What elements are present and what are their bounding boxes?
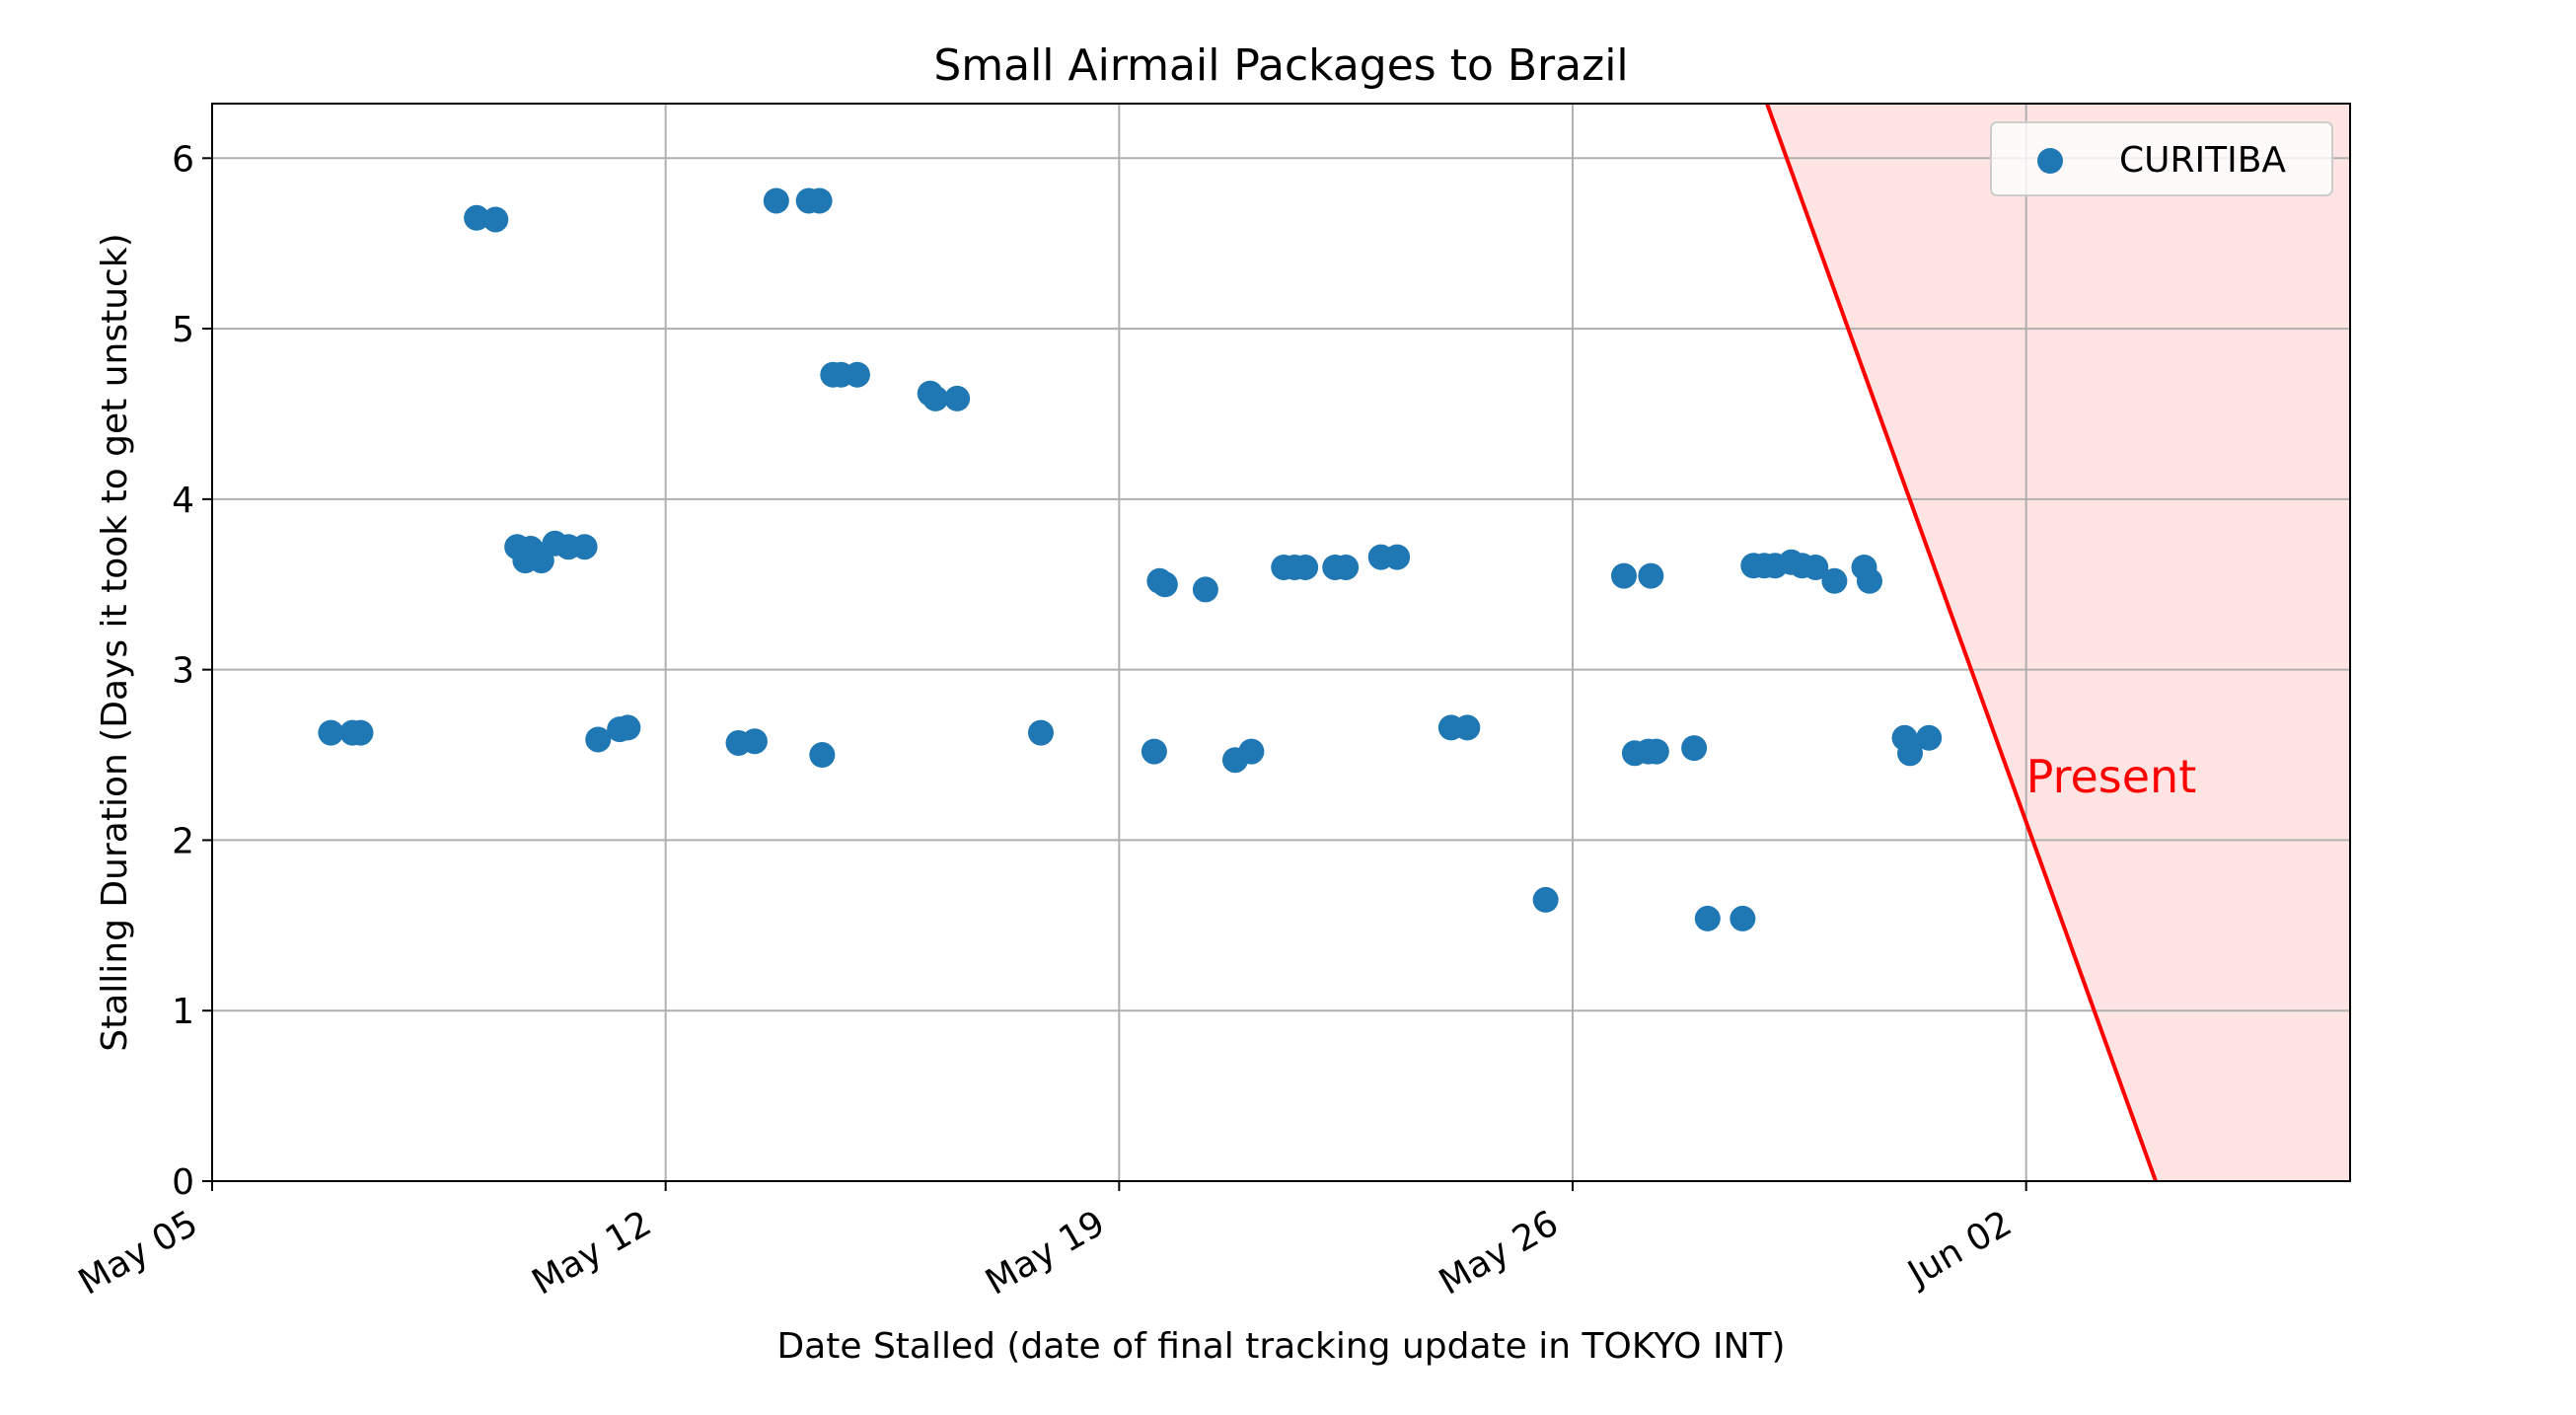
data-point — [571, 534, 598, 560]
y-tick-label: 6 — [172, 139, 194, 180]
data-point — [482, 206, 509, 233]
data-point — [1681, 735, 1708, 762]
data-point — [1897, 740, 1924, 767]
legend-box — [1990, 121, 2333, 196]
data-point — [1643, 738, 1669, 765]
y-tick-label: 0 — [172, 1162, 194, 1203]
x-axis-label: Date Stalled (date of final tracking upd… — [776, 1326, 1785, 1367]
data-point — [1141, 738, 1167, 765]
data-point — [1027, 719, 1054, 746]
legend-label: CURITIBA — [2119, 140, 2286, 181]
data-point — [1292, 554, 1319, 580]
data-point — [615, 714, 641, 741]
data-point — [844, 361, 870, 388]
data-point — [1916, 724, 1943, 751]
y-axis-label: Stalling Duration (Days it took to get u… — [95, 233, 135, 1051]
data-point — [763, 187, 789, 214]
y-tick-label: 3 — [172, 651, 194, 692]
y-tick-label: 1 — [172, 992, 194, 1032]
data-point — [1730, 905, 1756, 931]
present-label: Present — [2026, 750, 2197, 803]
y-tick-label: 4 — [172, 481, 194, 521]
data-point — [1856, 567, 1882, 594]
data-point — [1192, 576, 1218, 603]
data-point — [1821, 567, 1848, 594]
data-point — [1694, 905, 1721, 931]
data-point — [1610, 562, 1637, 589]
legend: CURITIBA — [1990, 121, 2333, 196]
x-tick-label: May 12 — [526, 1203, 659, 1303]
data-point — [1454, 714, 1481, 741]
data-point — [944, 385, 971, 411]
plot-frame — [211, 103, 2351, 1182]
data-point — [1803, 554, 1829, 580]
data-point — [1532, 886, 1559, 913]
data-point — [809, 742, 836, 769]
data-point — [1384, 544, 1411, 570]
data-point — [1238, 738, 1265, 765]
data-point — [347, 719, 374, 746]
x-tick-label: May 05 — [72, 1203, 205, 1303]
x-tick-label: May 19 — [979, 1203, 1112, 1303]
data-point — [464, 204, 490, 231]
data-point — [806, 187, 833, 214]
present-shaded-region — [1767, 104, 2350, 1181]
data-point — [318, 719, 344, 746]
x-tick-label: Jun 02 — [1900, 1203, 2020, 1295]
y-tick-label: 5 — [172, 310, 194, 350]
data-point — [1151, 571, 1178, 598]
data-point — [523, 541, 550, 567]
present-line — [1765, 103, 2158, 1182]
data-point — [1333, 554, 1360, 580]
y-tick-label: 2 — [172, 821, 194, 861]
data-point — [1638, 562, 1664, 589]
x-tick-label: May 26 — [1433, 1203, 1566, 1303]
data-point — [741, 728, 768, 755]
legend-marker — [2037, 148, 2063, 174]
data-point — [585, 726, 612, 753]
chart-title: Small Airmail Packages to Brazil — [933, 40, 1628, 91]
data-point — [922, 385, 949, 411]
